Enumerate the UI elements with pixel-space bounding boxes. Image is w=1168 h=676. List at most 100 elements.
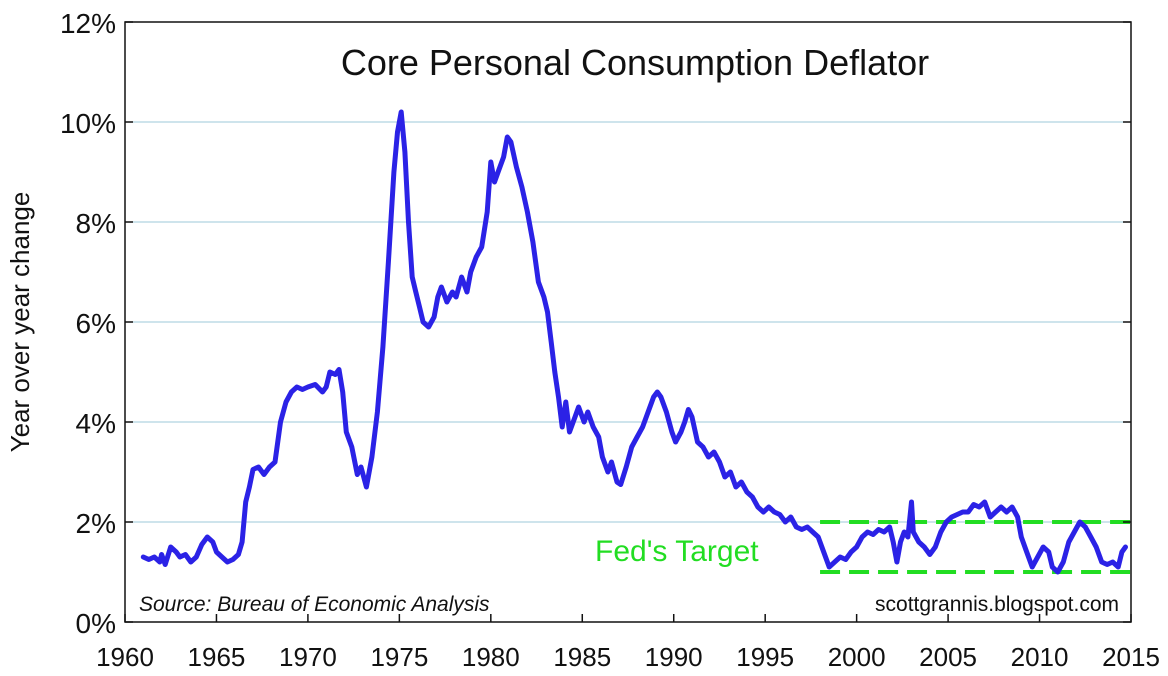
data-point <box>451 291 454 293</box>
data-point <box>687 408 690 411</box>
data-point <box>568 431 571 433</box>
x-tick-label: 1985 <box>553 642 611 672</box>
data-point <box>903 531 905 533</box>
data-point <box>1047 551 1050 553</box>
data-point <box>169 546 172 548</box>
data-point <box>160 553 163 556</box>
data-point <box>475 256 478 258</box>
data-point <box>729 471 732 473</box>
data-point <box>537 281 540 283</box>
x-tick-label: 1975 <box>370 642 428 672</box>
x-tick-label: 2010 <box>1011 642 1069 672</box>
data-point <box>466 291 468 293</box>
data-point <box>400 111 403 113</box>
data-point <box>526 211 529 213</box>
data-point <box>493 181 496 183</box>
data-point <box>351 446 353 448</box>
data-point <box>360 466 362 468</box>
data-point <box>888 526 891 528</box>
data-point <box>440 286 443 288</box>
data-point <box>190 561 192 563</box>
data-point <box>702 446 704 448</box>
data-point <box>153 556 156 558</box>
x-tick-label: 1980 <box>462 642 520 672</box>
data-point <box>321 391 324 393</box>
data-point <box>597 436 600 438</box>
data-point <box>159 561 161 563</box>
data-point <box>1124 546 1127 548</box>
data-point <box>735 486 737 488</box>
data-point <box>252 468 254 471</box>
data-point <box>844 558 847 561</box>
data-point <box>811 531 814 533</box>
data-point <box>833 561 836 563</box>
data-point <box>912 531 915 533</box>
data-point <box>656 391 659 393</box>
data-point <box>1036 556 1039 558</box>
y-tick-label: 8% <box>76 208 116 239</box>
data-point <box>376 411 379 413</box>
data-point <box>956 513 958 516</box>
data-point <box>314 383 317 386</box>
data-point <box>619 483 622 486</box>
data-point <box>502 156 505 158</box>
data-point <box>433 316 435 318</box>
data-point <box>422 321 424 323</box>
data-point <box>1090 536 1092 538</box>
data-point <box>480 246 483 248</box>
data-point <box>665 411 668 413</box>
data-point <box>407 221 410 223</box>
data-point <box>237 553 240 556</box>
data-point <box>290 391 293 393</box>
data-point <box>607 471 609 473</box>
y-tick-label: 0% <box>76 608 116 639</box>
source-note: Source: Bureau of Economic Analysis <box>139 593 490 616</box>
data-point <box>1042 546 1044 548</box>
data-point <box>866 531 869 533</box>
data-point <box>724 476 726 478</box>
data-point <box>244 501 247 503</box>
x-tick-label: 1965 <box>188 642 246 672</box>
data-point <box>587 411 589 413</box>
data-point <box>691 416 693 418</box>
series-line-core-pce <box>140 109 1128 575</box>
y-tick-label: 10% <box>60 108 116 139</box>
data-point <box>630 446 633 448</box>
data-point <box>497 171 499 173</box>
data-point <box>175 551 177 553</box>
y-tick-label: 2% <box>76 508 116 539</box>
data-point <box>961 511 964 513</box>
data-point <box>610 461 613 463</box>
data-point <box>899 541 902 543</box>
data-point <box>583 421 585 423</box>
data-point <box>671 431 673 433</box>
data-point <box>1062 561 1065 563</box>
y-axis-label: Year over year change <box>5 192 35 453</box>
data-point <box>411 276 414 278</box>
data-point <box>455 296 457 298</box>
data-point <box>883 531 885 533</box>
data-point <box>1031 566 1033 568</box>
data-point <box>877 528 880 531</box>
data-point <box>338 368 340 371</box>
data-point <box>918 541 920 543</box>
data-point <box>625 466 627 468</box>
data-point <box>660 396 662 398</box>
data-point <box>1095 546 1097 548</box>
data-point <box>839 556 841 558</box>
data-point <box>636 436 638 438</box>
data-point <box>371 456 373 458</box>
target-label: Fed's Target <box>595 535 759 568</box>
data-point <box>773 511 776 513</box>
data-point <box>1117 566 1119 568</box>
data-point <box>446 301 448 303</box>
data-point <box>427 326 430 328</box>
y-tick-label: 12% <box>60 8 116 39</box>
data-point <box>532 241 534 243</box>
data-point <box>751 496 754 498</box>
data-point <box>696 441 699 443</box>
data-point <box>382 346 384 348</box>
x-tick-label: 1990 <box>645 642 703 672</box>
data-point <box>206 536 209 538</box>
